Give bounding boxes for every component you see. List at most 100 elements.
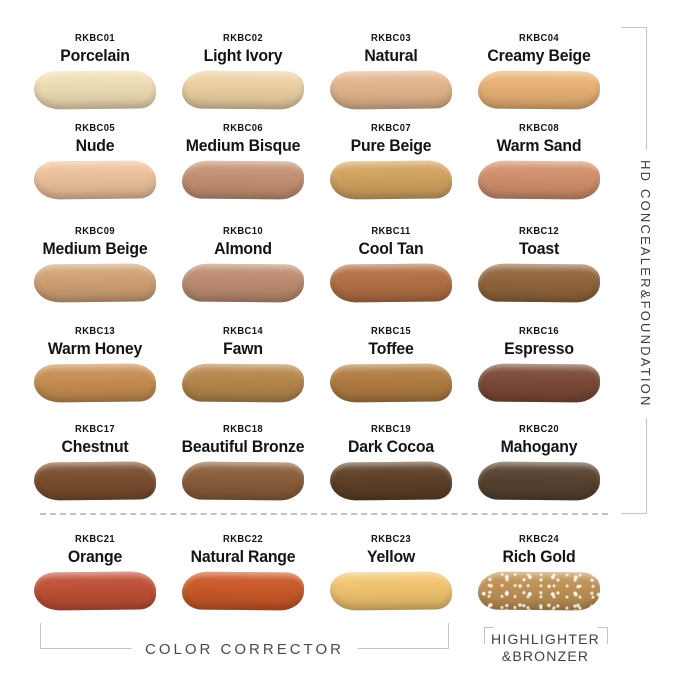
color-corrector-label: COLOR CORRECTOR — [131, 641, 358, 658]
shade-cell-rkbc07: RKBC07 Pure Beige — [317, 123, 465, 200]
shade-swatch — [477, 461, 601, 501]
side-label-concealer-foundation: HD CONCEALER&FOUNDATION — [636, 150, 655, 418]
shade-swatch — [33, 263, 157, 303]
shade-swatch — [181, 160, 305, 200]
shade-cell-rkbc15: RKBC15 Toffee — [317, 326, 465, 403]
shade-code: RKBC14 — [223, 326, 263, 337]
dashed-divider-line — [40, 513, 608, 515]
shade-swatch — [329, 461, 453, 501]
shade-code: RKBC11 — [371, 226, 411, 237]
shade-name: Cool Tan — [358, 238, 424, 258]
shade-name: Warm Honey — [47, 338, 143, 358]
shade-name: Toffee — [368, 338, 414, 358]
shade-cell-rkbc17: RKBC17 Chestnut — [21, 424, 169, 501]
swatch-row-2: RKBC05 Nude RKBC06 Medium Bisque RKBC07 Pure … — [21, 123, 613, 200]
swatch-row-6: RKBC21 Orange RKBC22 Natural Range RKBC23 Yel… — [21, 534, 613, 611]
shade-code: RKBC18 — [223, 424, 263, 435]
shade-name: Mahogany — [500, 436, 578, 456]
shade-code: RKBC06 — [223, 123, 263, 134]
shade-name: Medium Bisque — [185, 135, 301, 155]
shade-name: Toast — [518, 238, 560, 258]
shade-cell-rkbc14: RKBC14 Fawn — [169, 326, 317, 403]
shade-swatch — [181, 363, 305, 403]
shade-cell-rkbc08: RKBC08 Warm Sand — [465, 123, 613, 200]
shade-code: RKBC04 — [519, 33, 559, 44]
shade-swatch — [329, 263, 453, 303]
shade-cell-rkbc22: RKBC22 Natural Range — [169, 534, 317, 611]
shade-swatch — [477, 363, 601, 403]
shade-cell-rkbc02: RKBC02 Light Ivory — [169, 33, 317, 110]
shade-swatch — [33, 70, 157, 110]
shade-name: Light Ivory — [203, 45, 283, 65]
shade-name: Rich Gold — [502, 546, 576, 566]
shade-name: Natural Range — [190, 546, 296, 566]
shade-swatch — [181, 263, 305, 303]
swatch-row-5: RKBC17 Chestnut RKBC18 Beautiful Bronze RKBC… — [21, 424, 613, 501]
shade-code: RKBC09 — [75, 226, 115, 237]
shade-swatch — [33, 363, 157, 403]
shade-name: Orange — [67, 546, 123, 566]
shade-cell-rkbc19: RKBC19 Dark Cocoa — [317, 424, 465, 501]
shade-name: Almond — [214, 238, 272, 258]
shade-code: RKBC17 — [75, 424, 115, 435]
shade-code: RKBC12 — [519, 226, 559, 237]
shade-name: Porcelain — [60, 45, 130, 65]
shade-name: Warm Sand — [496, 135, 582, 155]
shade-cell-rkbc10: RKBC10 Almond — [169, 226, 317, 303]
shade-cell-rkbc03: RKBC03 Natural — [317, 33, 465, 110]
shade-name: Medium Beige — [42, 238, 148, 258]
shade-code: RKBC05 — [75, 123, 115, 134]
highlighter-bracket-right — [598, 627, 608, 644]
shade-swatch — [181, 571, 305, 611]
shade-swatch — [329, 70, 453, 110]
shade-code: RKBC08 — [519, 123, 559, 134]
shade-name: Fawn — [223, 338, 263, 358]
shade-code: RKBC10 — [223, 226, 263, 237]
shade-name: Nude — [75, 135, 115, 155]
shade-name: Creamy Beige — [487, 45, 591, 65]
swatch-row-1: RKBC01 Porcelain RKBC02 Light Ivory RKBC03 Na… — [21, 33, 613, 110]
shade-name: Pure Beige — [350, 135, 432, 155]
shade-cell-rkbc20: RKBC20 Mahogany — [465, 424, 613, 501]
shade-code: RKBC03 — [371, 33, 411, 44]
shade-swatch — [477, 160, 601, 200]
shade-swatch — [477, 263, 601, 303]
shade-swatch — [181, 461, 305, 501]
shade-code: RKBC20 — [519, 424, 559, 435]
shade-cell-rkbc12: RKBC12 Toast — [465, 226, 613, 303]
shade-swatch — [33, 160, 157, 200]
highlighter-bronzer-label: HIGHLIGHTER &BRONZER — [482, 631, 609, 664]
shade-swatch — [329, 160, 453, 200]
shade-code: RKBC02 — [223, 33, 263, 44]
highlighter-label-line1: HIGHLIGHTER — [491, 631, 600, 647]
shade-code: RKBC24 — [519, 534, 559, 545]
shade-name: Natural — [364, 45, 418, 65]
shade-swatch — [329, 363, 453, 403]
shade-code: RKBC16 — [519, 326, 559, 337]
swatch-row-3: RKBC09 Medium Beige RKBC10 Almond RKBC11 Cool… — [21, 226, 613, 303]
shade-cell-rkbc18: RKBC18 Beautiful Bronze — [169, 424, 317, 501]
shade-code: RKBC15 — [371, 326, 411, 337]
shade-swatch — [477, 571, 601, 611]
shade-cell-rkbc24: RKBC24 Rich Gold — [465, 534, 613, 611]
shade-cell-rkbc09: RKBC09 Medium Beige — [21, 226, 169, 303]
shade-cell-rkbc06: RKBC06 Medium Bisque — [169, 123, 317, 200]
shade-name: Chestnut — [61, 436, 129, 456]
shade-cell-rkbc16: RKBC16 Espresso — [465, 326, 613, 403]
shade-cell-rkbc01: RKBC01 Porcelain — [21, 33, 169, 110]
shade-name: Beautiful Bronze — [181, 436, 305, 456]
shade-code: RKBC21 — [75, 534, 115, 545]
shade-cell-rkbc13: RKBC13 Warm Honey — [21, 326, 169, 403]
shade-swatch — [329, 571, 453, 611]
shade-cell-rkbc21: RKBC21 Orange — [21, 534, 169, 611]
shade-name: Yellow — [366, 546, 416, 566]
shade-cell-rkbc05: RKBC05 Nude — [21, 123, 169, 200]
shade-code: RKBC07 — [371, 123, 411, 134]
highlighter-label-line2: &BRONZER — [501, 647, 590, 664]
shade-code: RKBC01 — [75, 33, 115, 44]
shade-code: RKBC13 — [75, 326, 115, 337]
shade-code: RKBC19 — [371, 424, 411, 435]
highlighter-bracket-left — [484, 627, 494, 644]
shade-swatch — [33, 461, 157, 501]
